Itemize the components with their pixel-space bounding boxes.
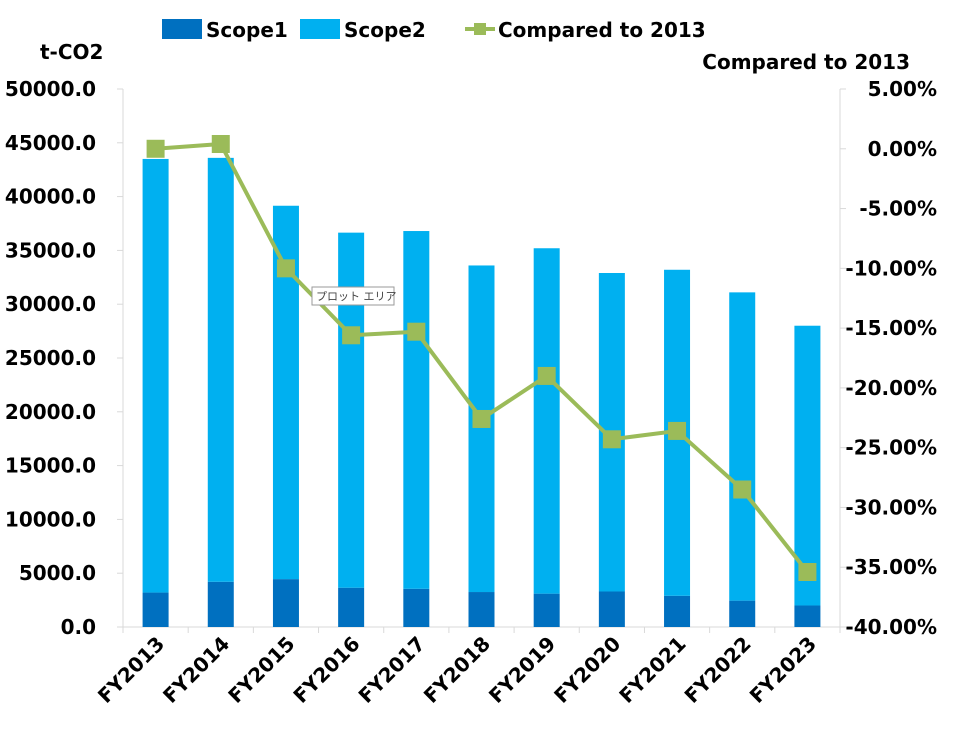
bars [142,157,821,627]
line-point [472,409,491,428]
line-point [798,563,817,582]
bar-scope1 [338,587,365,627]
y2-tick-label: -40.00% [845,615,937,639]
x-tick-label: FY2019 [484,632,560,708]
y-tick-label: 20000.0 [5,400,96,424]
y2-tick-label: -25.00% [845,436,937,460]
line-point [342,326,361,345]
y2-axis-ticks: -40.00% -35.00% -30.00% -25.00% -20.00% -15.0… [840,77,937,639]
y2-tick-label: -35.00% [845,555,937,579]
x-tick-label: FY2023 [745,632,821,708]
y2-tick-label: -30.00% [845,495,937,519]
y-tick-label: 0.0 [61,615,96,639]
legend-label-scope1: Scope1 [206,18,288,42]
y2-axis-title: Compared to 2013 [702,50,910,74]
tooltip-text: プロット エリア [316,290,397,303]
line-point [211,134,230,153]
y-tick-label: 15000.0 [5,454,96,478]
bar-scope1 [794,605,821,627]
x-tick-label: FY2022 [680,632,756,708]
bar-scope1 [729,600,756,627]
y-tick-label: 45000.0 [5,131,96,155]
y-axis-ticks: 0.0 5000.0 10000.0 15000.0 20000.0 25000.0 300… [5,77,123,639]
y2-tick-label: -20.00% [845,376,937,400]
x-tick-label: FY2016 [288,632,364,708]
bar-scope2 [729,292,756,601]
bar-scope1 [272,579,299,627]
y-tick-label: 30000.0 [5,292,96,316]
legend-label-compared: Compared to 2013 [498,18,706,42]
line-point [668,421,687,440]
x-tick-label: FY2017 [354,632,430,708]
y2-tick-label: -10.00% [845,256,937,280]
bar-scope1 [598,591,625,627]
y2-tick-label: 5.00% [868,77,937,101]
bar-scope2 [142,158,169,593]
y-tick-label: 50000.0 [5,77,96,101]
plot-area-tooltip: プロット エリア [311,286,397,306]
x-tick-label: FY2018 [419,632,495,708]
x-tick-label: FY2021 [614,632,690,708]
legend-swatch-scope1 [162,19,202,39]
bar-scope1 [207,581,234,627]
x-tick-label: FY2015 [223,632,299,708]
bar-scope2 [338,232,365,588]
bar-scope2 [533,248,560,594]
line-point [537,366,556,385]
x-tick-label: FY2013 [93,632,169,708]
line-point [146,139,165,158]
y-tick-label: 10000.0 [5,507,96,531]
legend-swatch-scope2 [300,19,340,39]
bar-scope1 [533,593,560,627]
bar-scope1 [142,592,169,627]
line-point [276,259,295,278]
y-axis-title: t-CO2 [40,40,103,64]
bar-scope1 [468,592,495,627]
bar-scope1 [403,588,430,627]
y-tick-label: 40000.0 [5,185,96,209]
legend-label-scope2: Scope2 [344,18,426,42]
y-tick-label: 5000.0 [19,561,96,585]
bar-scope1 [664,595,691,627]
line-point [407,322,426,341]
x-axis-ticks: FY2013FY2014FY2015FY2016FY2017FY2018FY20… [93,627,841,708]
y2-tick-label: 0.00% [868,137,937,161]
x-tick-label: FY2014 [158,632,234,708]
y2-tick-label: -15.00% [845,316,937,340]
line-point [733,480,752,499]
bar-scope2 [403,231,430,589]
bar-scope2 [468,265,495,593]
y2-tick-label: -5.00% [859,197,937,221]
legend-marker-compared [474,23,486,35]
x-tick-label: FY2020 [549,632,625,708]
line-point [602,430,621,449]
line-series [146,134,817,582]
y-tick-label: 25000.0 [5,346,96,370]
bar-scope2 [207,157,234,582]
legend: Scope1 Scope2 Compared to 2013 [162,18,706,42]
y-tick-label: 35000.0 [5,238,96,262]
